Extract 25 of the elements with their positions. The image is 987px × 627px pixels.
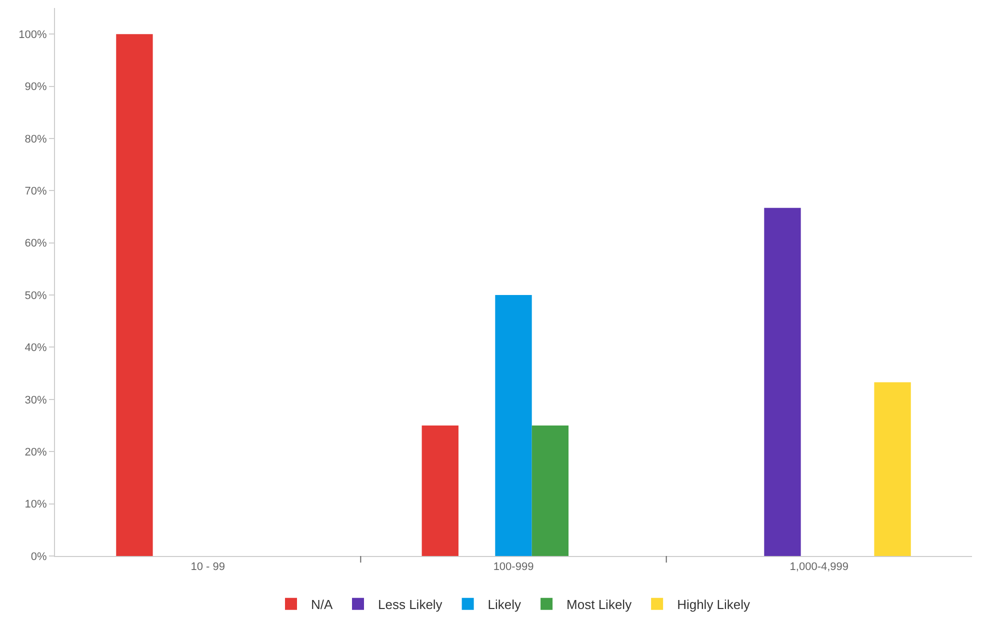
legend-label: Less Likely <box>378 596 443 612</box>
y-tick-label: 80% <box>24 133 48 146</box>
y-tick-label: 30% <box>24 394 48 406</box>
x-tick-label: 100-999 <box>493 561 534 574</box>
bar <box>764 208 801 556</box>
x-tick-label: 10 - 99 <box>190 561 225 574</box>
y-tick-label: 40% <box>24 342 48 354</box>
y-tick-label: 100% <box>18 28 48 41</box>
bar <box>874 382 911 556</box>
bar <box>116 34 153 556</box>
legend-label: Most Likely <box>566 596 632 612</box>
y-tick-label: 60% <box>24 238 48 250</box>
legend-label: Highly Likely <box>677 596 751 612</box>
bar <box>532 426 569 556</box>
y-tick-label: 70% <box>24 186 48 198</box>
y-tick-label: 20% <box>24 446 48 458</box>
y-tick-label: 10% <box>24 498 48 511</box>
x-tick-label: 1,000-4,999 <box>790 561 849 574</box>
y-tick-label: 90% <box>24 81 48 94</box>
bar <box>422 426 458 556</box>
legend-label: Likely <box>488 596 522 612</box>
bar <box>495 295 532 556</box>
legend-label: N/A <box>311 596 333 612</box>
y-tick-label: 50% <box>24 290 48 302</box>
y-tick-label: 0% <box>30 550 48 563</box>
